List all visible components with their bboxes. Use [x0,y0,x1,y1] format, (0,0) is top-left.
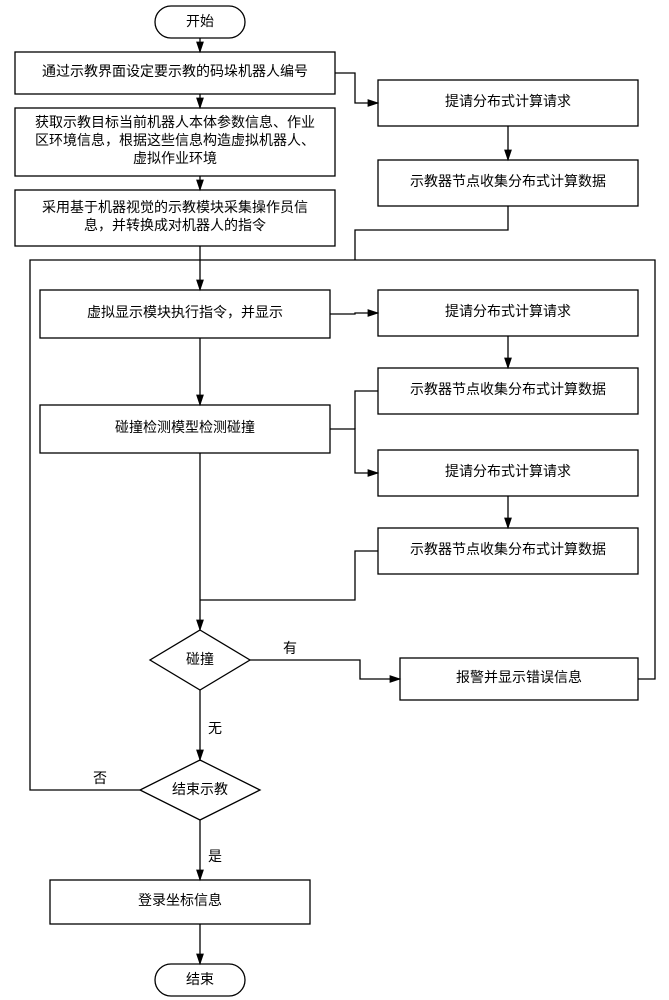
edge [355,206,508,260]
process-r2: 示教器节点收集分布式计算数据 [378,160,638,206]
edge [330,429,378,473]
terminal-end: 结束 [155,964,245,996]
edge-label-d2_no: 否 [93,772,107,787]
edge [335,73,378,103]
process-p3: 采用基于机器视觉的示教模块采集操作员信息，并转换成对机器人的指令 [15,190,335,246]
process-p2-line-1: 区环境信息，根据这些信息构造虚拟机器人、 [35,132,315,149]
process-p5-line-0: 碰撞检测模型检测碰撞 [115,420,255,436]
process-r4: 示教器节点收集分布式计算数据 [378,368,638,414]
process-p2-line-0: 获取示教目标当前机器人本体参数信息、作业 [35,114,315,131]
decision-d2: 结束示教 [140,760,260,820]
process-err-line-0: 报警并显示错误信息 [456,669,582,686]
process-r6: 示教器节点收集分布式计算数据 [378,528,638,574]
process-r5: 提请分布式计算请求 [378,450,638,496]
process-p5: 碰撞检测模型检测碰撞 [40,405,330,453]
decision-d1: 碰撞 [150,630,250,690]
terminal-end-label: 结束 [186,972,214,988]
process-p4: 虚拟显示模块执行指令，并显示 [40,290,330,338]
process-p1: 通过示教界面设定要示教的码垛机器人编号 [15,52,335,94]
terminal-start: 开始 [155,6,245,38]
process-r3: 提请分布式计算请求 [378,290,638,336]
edge [200,551,378,600]
decision-d1-label: 碰撞 [186,652,214,668]
process-p4-line-0: 虚拟显示模块执行指令，并显示 [87,305,283,321]
decision-d2-label: 结束示教 [172,782,228,798]
edge-label-d2_yes: 是 [208,850,222,865]
process-r1-line-0: 提请分布式计算请求 [445,94,571,110]
edge [330,313,378,314]
edge [355,391,378,429]
process-err: 报警并显示错误信息 [400,658,638,700]
process-r1: 提请分布式计算请求 [378,80,638,126]
process-p3-line-1: 息，并转换成对机器人的指令 [84,217,266,234]
edge-label-d1_no: 无 [208,722,222,737]
edge-label-d1_yes: 有 [283,641,297,657]
process-p2: 获取示教目标当前机器人本体参数信息、作业区环境信息，根据这些信息构造虚拟机器人、… [15,108,335,176]
process-r6-line-0: 示教器节点收集分布式计算数据 [410,541,606,558]
process-r4-line-0: 示教器节点收集分布式计算数据 [410,381,606,398]
process-p3-line-0: 采用基于机器视觉的示教模块采集操作员信 [42,199,308,216]
process-r5-line-0: 提请分布式计算请求 [445,464,571,480]
process-rec: 登录坐标信息 [50,880,310,924]
process-r2-line-0: 示教器节点收集分布式计算数据 [410,173,606,190]
process-rec-line-0: 登录坐标信息 [138,892,222,909]
edge [30,260,200,790]
terminal-start-label: 开始 [186,14,214,30]
process-r3-line-0: 提请分布式计算请求 [445,304,571,320]
edge [250,660,400,679]
process-p2-line-2: 虚拟作业环境 [133,151,217,167]
process-p1-line-0: 通过示教界面设定要示教的码垛机器人编号 [42,64,308,80]
